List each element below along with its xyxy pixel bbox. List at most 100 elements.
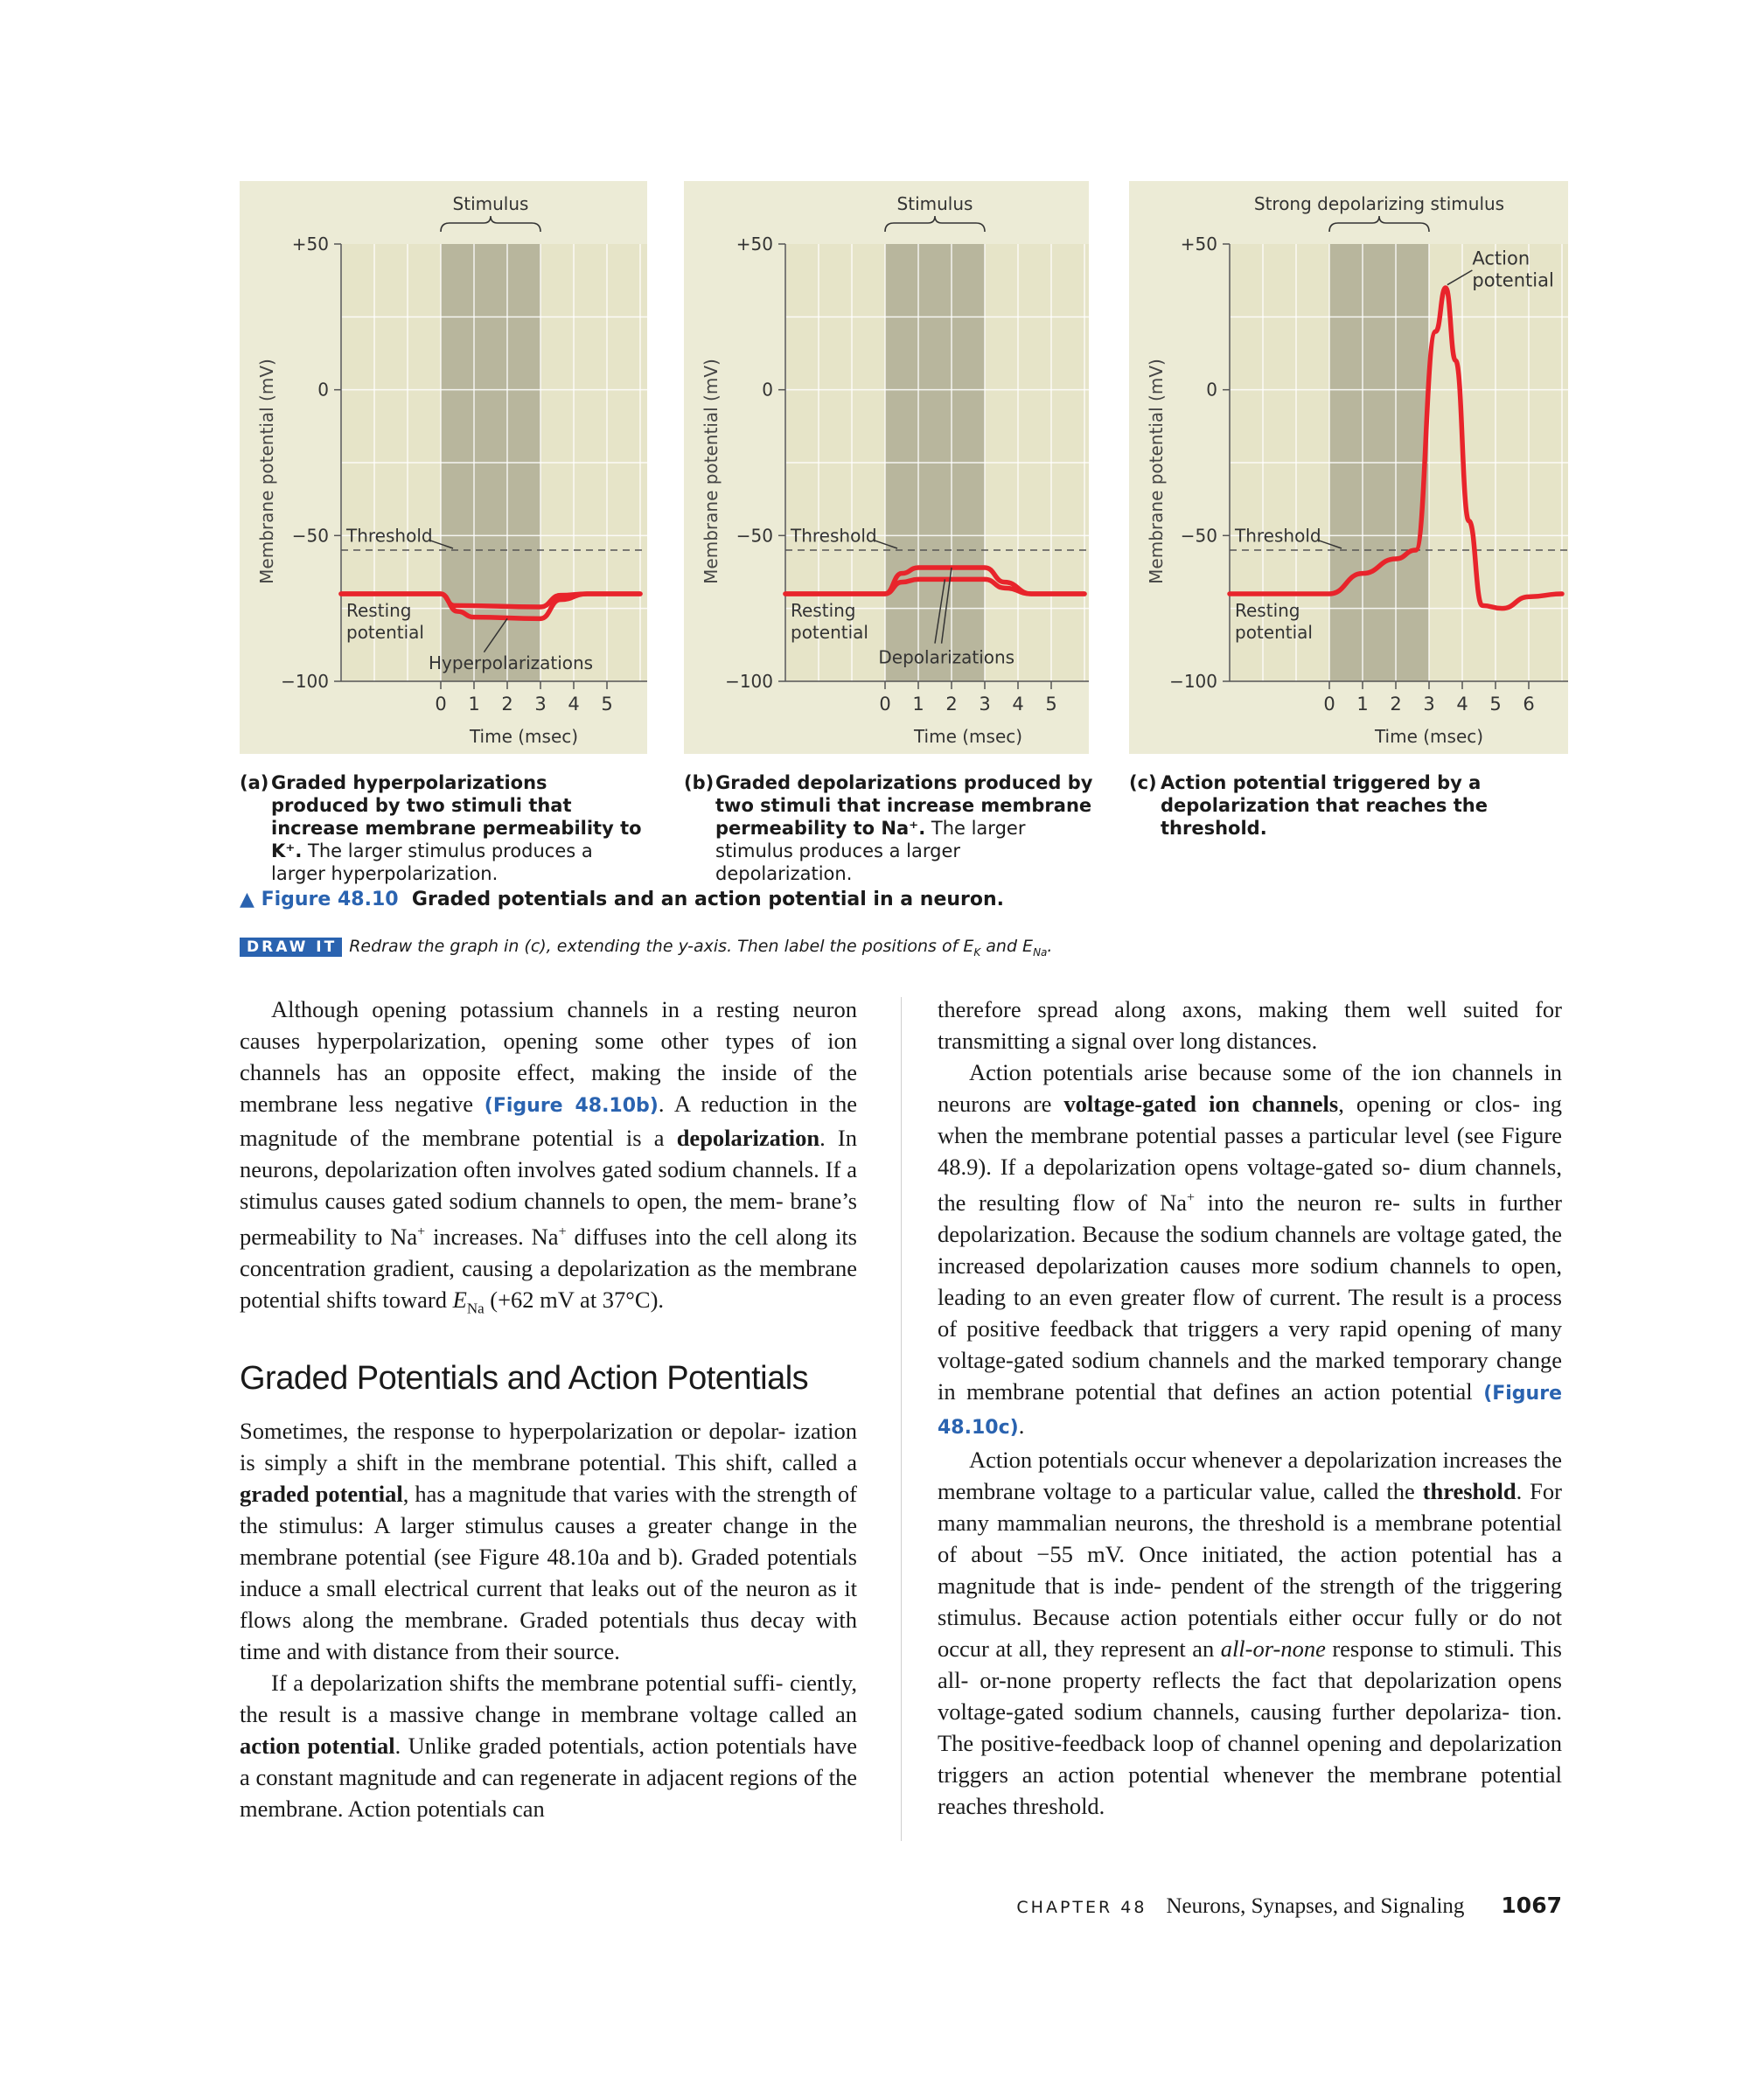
- curve-leader: [1447, 269, 1473, 286]
- membrane-potential-curve: [338, 591, 643, 622]
- x-axis-label: Time (msec): [913, 726, 1022, 747]
- caption-bold: Action potential triggered by a depolari…: [1161, 772, 1488, 839]
- x-axis-label: Time (msec): [1374, 726, 1483, 747]
- y-axis-label: Membrane potential (mV): [1146, 359, 1167, 584]
- caption-b: (b) Graded depolarizations produced by t…: [684, 771, 1095, 885]
- x-tick-label: 0: [435, 694, 446, 715]
- threshold-leader: [1316, 539, 1342, 549]
- threshold-label: Threshold: [790, 525, 877, 546]
- caption-normal: The larger stimulus produces a larger de…: [715, 818, 1026, 884]
- caption-letter: (b): [684, 772, 715, 793]
- resting-label: Resting: [791, 600, 856, 621]
- y-tick-label: −100: [725, 671, 773, 692]
- page-number: 1067: [1501, 1893, 1562, 1918]
- x-tick-label: 5: [1045, 694, 1056, 715]
- caption-bold: Graded hyperpolarizations produced by tw…: [271, 772, 642, 861]
- chart-b: +50 0 −50 −100 0 1 2 3 4 5 Membrane potential (mV)…: [701, 193, 1089, 747]
- draw-it-badge: DRAW IT: [240, 938, 343, 957]
- caption-c: (c) Action potential triggered by a depo…: [1129, 771, 1566, 840]
- draw-it-prompt: DRAW IT Redraw the graph in (c), extendin…: [240, 937, 1052, 959]
- text-column-left: Although opening potassium channels in a…: [240, 994, 857, 1824]
- y-axis-label: Membrane potential (mV): [701, 359, 722, 584]
- key-term: depolarization: [676, 1125, 820, 1151]
- stimulus-bracket: [1328, 215, 1430, 233]
- x-tick-label: 3: [1423, 694, 1434, 715]
- resting-label: Resting: [346, 600, 412, 621]
- y-tick-label: +50: [292, 234, 329, 255]
- y-tick-label: 0: [1206, 380, 1217, 401]
- draw-it-na: Na: [1033, 945, 1048, 959]
- x-tick-label: 4: [568, 694, 579, 715]
- stimulus-bracket: [884, 215, 986, 233]
- figure-panel-b: +50 0 −50 −100 0 1 2 3 4 5 Membrane potential (mV)…: [684, 181, 1089, 754]
- curve-label: Depolarizations: [878, 646, 1014, 667]
- resting-label: potential: [346, 622, 424, 643]
- curve-leader: [940, 567, 952, 644]
- x-tick-label: 2: [945, 694, 957, 715]
- x-tick-label: 6: [1523, 694, 1534, 715]
- figure-title-text: Graded potentials and an action potentia…: [411, 889, 1005, 910]
- x-tick-label: 5: [601, 694, 612, 715]
- x-tick-label: 1: [468, 694, 479, 715]
- y-tick-label: +50: [1181, 234, 1217, 255]
- curve-label: Hyperpolarizations: [429, 652, 593, 673]
- caption-normal: The larger stimulus produces a larger hy…: [271, 840, 593, 884]
- caption-a: (a) Graded hyperpolarizations produced b…: [240, 771, 651, 885]
- y-tick-label: −50: [736, 525, 773, 546]
- x-tick-label: 5: [1489, 694, 1501, 715]
- y-tick-label: 0: [762, 380, 773, 401]
- figure-title: ▲ Figure 48.10 Graded potentials and an …: [240, 889, 1004, 910]
- threshold-leader: [872, 539, 898, 549]
- figure-reference-link[interactable]: (Figure 48.10b): [484, 1095, 659, 1117]
- paragraph: Action potentials arise because some of …: [938, 1059, 1562, 1439]
- figure-panel-c: +50 0 −50 −100 0 1 2 3 4 5 6 Membrane potential (mV…: [1129, 181, 1568, 754]
- chapter-label: CHAPTER 48: [1016, 1898, 1147, 1917]
- threshold-label: Threshold: [1234, 525, 1321, 546]
- caption-bold: Graded depolarizations produced by two s…: [715, 772, 1093, 839]
- curve-label: potential: [1472, 269, 1553, 290]
- x-tick-label: 1: [1356, 694, 1368, 715]
- x-tick-label: 4: [1012, 694, 1023, 715]
- y-tick-label: +50: [736, 234, 773, 255]
- y-tick-label: −50: [1181, 525, 1217, 546]
- x-tick-label: 2: [1390, 694, 1401, 715]
- x-tick-label: 3: [979, 694, 990, 715]
- threshold-leader: [428, 539, 454, 549]
- chapter-title: Neurons, Synapses, and Signaling: [1166, 1894, 1465, 1918]
- draw-it-end: .: [1047, 937, 1053, 956]
- key-term: voltage-gated ion channels: [1063, 1091, 1339, 1117]
- x-tick-label: 0: [879, 694, 890, 715]
- figure-number: ▲ Figure 48.10: [240, 889, 399, 910]
- figure-reference-link[interactable]: (Figure 48.10c): [938, 1382, 1562, 1439]
- caption-letter: (c): [1129, 772, 1157, 793]
- y-axis-label: Membrane potential (mV): [256, 359, 277, 584]
- x-tick-label: 2: [501, 694, 512, 715]
- chart-a: +50 0 −50 −100 0 1 2 3 4 5 Membrane potential (mV)…: [256, 193, 647, 747]
- column-divider: [901, 997, 902, 1841]
- curve-label: Action: [1472, 248, 1530, 268]
- paragraph: Although opening potassium channels in a…: [240, 996, 858, 1317]
- paragraph: If a depolarization shifts the membrane …: [240, 1670, 857, 1823]
- y-tick-label: −100: [1169, 671, 1217, 692]
- draw-it-k: K: [973, 945, 981, 959]
- stimulus-label: Stimulus: [897, 193, 973, 214]
- key-term: graded potential: [240, 1481, 403, 1508]
- key-term: threshold: [1422, 1477, 1516, 1504]
- threshold-label: Threshold: [345, 525, 433, 546]
- x-tick-label: 1: [912, 694, 924, 715]
- key-term: action potential: [240, 1733, 395, 1760]
- caption-letter: (a): [240, 772, 269, 793]
- section-heading: Graded Potentials and Action Potentials: [240, 1360, 809, 1398]
- paragraph: Sometimes, the response to hyperpolariza…: [240, 1418, 857, 1665]
- membrane-potential-curve: [783, 565, 1087, 596]
- stimulus-label: Strong depolarizing stimulus: [1254, 193, 1504, 214]
- membrane-potential-curve: [1227, 285, 1565, 611]
- paragraph: therefore spread along axons, making the…: [938, 996, 1562, 1054]
- resting-label: potential: [1235, 622, 1313, 643]
- y-tick-label: 0: [317, 380, 329, 401]
- text-column-right: therefore spread along axons, making the…: [938, 994, 1562, 1822]
- y-tick-label: −100: [281, 671, 329, 692]
- stimulus-label: Stimulus: [453, 193, 529, 214]
- paragraph: Action potentials occur whenever a depol…: [938, 1446, 1562, 1819]
- curve-leader: [483, 617, 508, 653]
